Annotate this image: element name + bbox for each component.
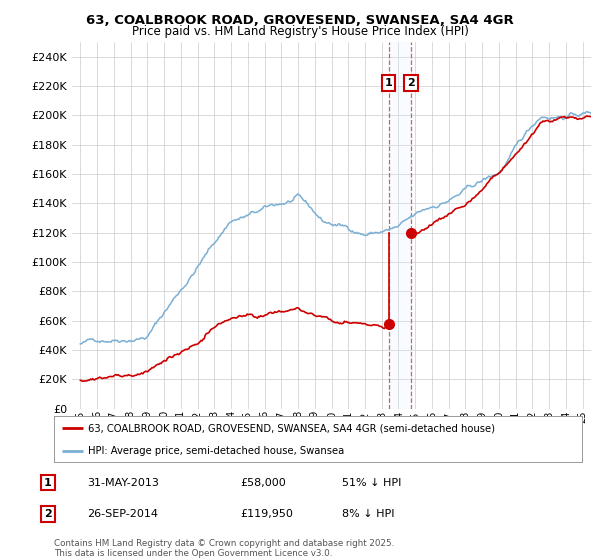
Text: 1: 1 xyxy=(385,78,392,88)
Text: 63, COALBROOK ROAD, GROVESEND, SWANSEA, SA4 4GR: 63, COALBROOK ROAD, GROVESEND, SWANSEA, … xyxy=(86,14,514,27)
Text: £58,000: £58,000 xyxy=(240,478,286,488)
Text: 2: 2 xyxy=(44,509,52,519)
Text: £119,950: £119,950 xyxy=(240,509,293,519)
Text: 26-SEP-2014: 26-SEP-2014 xyxy=(87,509,158,519)
Text: 2: 2 xyxy=(407,78,415,88)
Text: 31-MAY-2013: 31-MAY-2013 xyxy=(87,478,159,488)
Text: 63, COALBROOK ROAD, GROVESEND, SWANSEA, SA4 4GR (semi-detached house): 63, COALBROOK ROAD, GROVESEND, SWANSEA, … xyxy=(88,423,496,433)
Text: HPI: Average price, semi-detached house, Swansea: HPI: Average price, semi-detached house,… xyxy=(88,446,344,455)
Text: 51% ↓ HPI: 51% ↓ HPI xyxy=(342,478,401,488)
Text: 1: 1 xyxy=(44,478,52,488)
Bar xyxy=(389,42,411,409)
Text: Price paid vs. HM Land Registry's House Price Index (HPI): Price paid vs. HM Land Registry's House … xyxy=(131,25,469,38)
Text: 8% ↓ HPI: 8% ↓ HPI xyxy=(342,509,395,519)
Text: Contains HM Land Registry data © Crown copyright and database right 2025.
This d: Contains HM Land Registry data © Crown c… xyxy=(54,539,394,558)
